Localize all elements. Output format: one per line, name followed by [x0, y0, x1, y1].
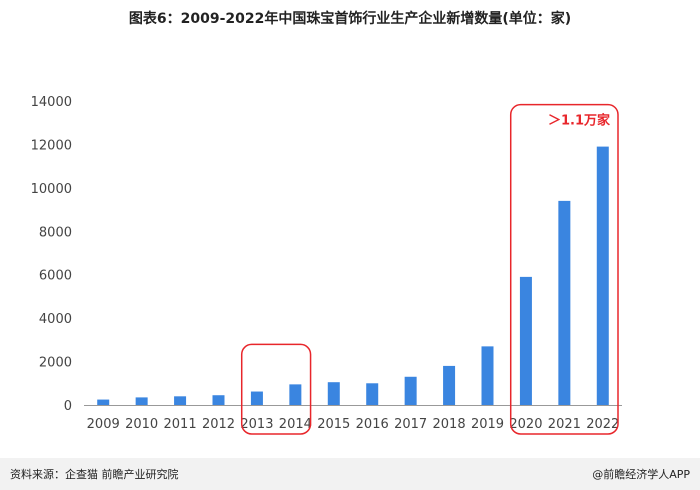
- bar-2022: [596, 146, 609, 405]
- bar-2017: [404, 376, 417, 405]
- x-tick-label: 2017: [394, 417, 427, 432]
- bar-2010: [135, 397, 148, 405]
- bar-2012: [212, 395, 225, 405]
- y-tick-label: 6000: [39, 269, 72, 284]
- bar-2018: [443, 365, 456, 405]
- bar-2011: [174, 396, 187, 405]
- x-tick-label: 2014: [279, 417, 312, 432]
- x-tick-label: 2021: [548, 417, 581, 432]
- x-tick-label: 2010: [125, 417, 158, 432]
- y-tick-label: 4000: [39, 312, 72, 327]
- x-tick-label: 2012: [202, 417, 235, 432]
- credit-note: @前瞻经济学人APP: [592, 468, 690, 481]
- bar-2019: [481, 346, 494, 405]
- highlight-box-2: [509, 103, 619, 435]
- chart-title: 图表6：2009-2022年中国珠宝首饰行业生产企业新增数量(单位：家): [128, 11, 572, 27]
- x-tick-label: 2020: [509, 417, 542, 432]
- highlight-box-1: [240, 343, 312, 435]
- bar-2014: [289, 384, 302, 405]
- y-axis: 0 2000 4000 6000 8000 10000 12000 14000: [31, 95, 72, 414]
- highlight-annotation: ＞1.1万家: [548, 113, 611, 129]
- x-tick-label: 2009: [87, 417, 120, 432]
- y-tick-label: 14000: [31, 95, 72, 110]
- x-axis: 2009 2010 2011 2012 2013 2014 2015 2016 2017 2018…: [87, 417, 620, 432]
- footer: 资料来源：企查猫 前瞻产业研究院 @前瞻经济学人APP: [0, 458, 700, 490]
- bar-2020: [519, 276, 532, 405]
- bar-2013: [250, 391, 263, 405]
- y-tick-label: 10000: [31, 182, 72, 197]
- x-tick-label: 2019: [471, 417, 504, 432]
- bar-chart: 0 2000 4000 6000 8000 10000 12000 14000 2009 201…: [31, 95, 622, 435]
- y-tick-label: 0: [64, 399, 72, 414]
- x-tick-label: 2016: [356, 417, 389, 432]
- y-tick-label: 12000: [31, 138, 72, 153]
- x-tick-label: 2015: [317, 417, 350, 432]
- bar-2016: [366, 383, 379, 405]
- x-tick-label: 2013: [240, 417, 273, 432]
- y-tick-label: 2000: [39, 356, 72, 371]
- bar-2021: [558, 200, 571, 405]
- bars: [97, 146, 609, 405]
- x-tick-label: 2022: [586, 417, 619, 432]
- bar-2015: [327, 382, 340, 405]
- highlight-boxes: ＞1.1万家: [240, 103, 619, 435]
- x-tick-label: 2011: [164, 417, 197, 432]
- bar-2009: [97, 399, 110, 405]
- y-tick-label: 8000: [39, 225, 72, 240]
- source-note: 资料来源：企查猫 前瞻产业研究院: [10, 468, 179, 481]
- x-tick-label: 2018: [433, 417, 466, 432]
